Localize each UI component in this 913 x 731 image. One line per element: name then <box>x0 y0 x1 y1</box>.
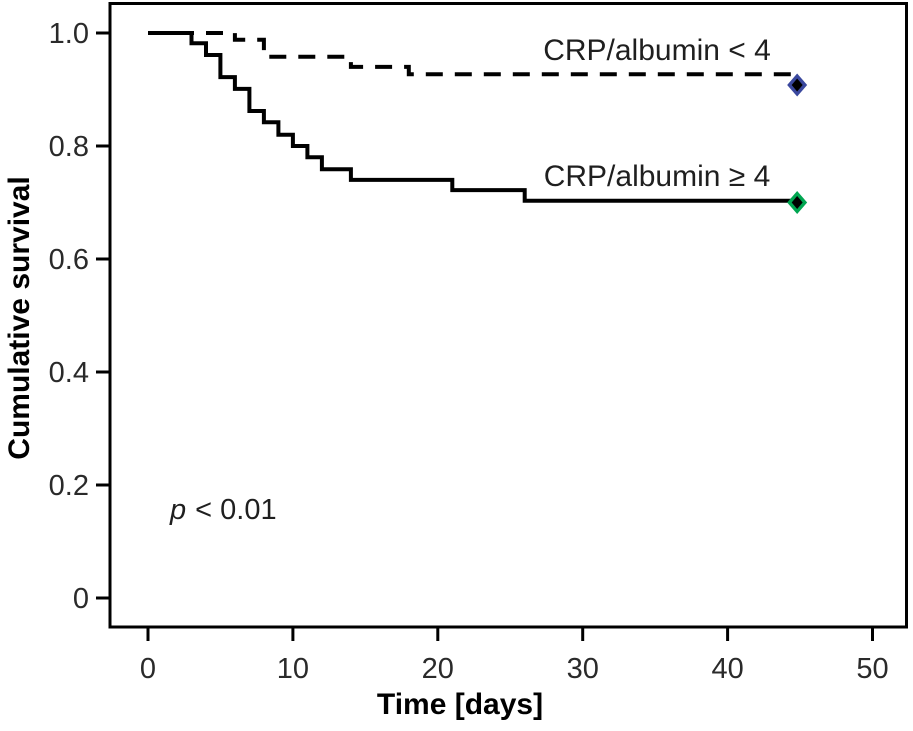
y-tick-label: 0.2 <box>49 470 89 502</box>
x-tick-label: 0 <box>140 653 156 685</box>
survival-curve-crp-albumin-high <box>148 31 798 203</box>
x-axis-ticks: 0 10 20 30 40 50 <box>140 627 889 685</box>
survival-curves <box>148 31 808 214</box>
curve-label-crp-albumin-high: CRP/albumin ≥ 4 <box>544 160 771 193</box>
curve-label-crp-albumin-low: CRP/albumin < 4 <box>543 34 771 67</box>
x-axis-title: Time [days] <box>377 688 543 721</box>
p-value-annotation: p < 0.01 <box>169 494 277 526</box>
y-tick-label: 0 <box>73 583 89 615</box>
end-marker-inner-diamond <box>791 78 803 92</box>
survival-curve-crp-albumin-low <box>148 31 798 77</box>
x-tick-label: 10 <box>277 653 309 685</box>
end-marker-inner-diamond <box>791 196 803 209</box>
y-axis-title: Cumulative survival <box>3 176 36 459</box>
p-comparison: < 0.01 <box>195 494 276 526</box>
plot-border <box>108 2 908 629</box>
y-axis-ticks: 1.0 0.8 0.6 0.4 0.2 0 <box>49 18 110 615</box>
x-tick-label: 50 <box>856 653 888 685</box>
y-tick-label: 0.4 <box>49 357 89 389</box>
y-tick-label: 0.6 <box>49 244 89 276</box>
x-tick-label: 20 <box>422 653 454 685</box>
x-tick-label: 40 <box>711 653 743 685</box>
p-symbol: p <box>169 494 186 526</box>
y-tick-label: 0.8 <box>49 131 89 163</box>
y-tick-label: 1.0 <box>49 18 89 50</box>
x-tick-label: 30 <box>567 653 599 685</box>
